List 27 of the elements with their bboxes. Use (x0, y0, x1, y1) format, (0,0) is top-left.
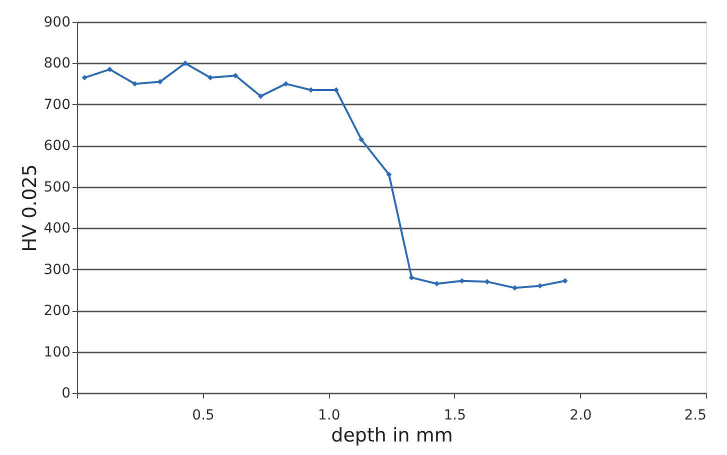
point (283, 81, 289, 87)
point (358, 136, 364, 142)
x-tick-label: 2.0 (570, 408, 592, 424)
point (258, 93, 264, 99)
x-tick-label: 2.5 (684, 408, 706, 424)
y-axis-title: HV 0.025 (18, 164, 41, 252)
y-tick-label: 0 (62, 386, 70, 402)
y-tick-label: 900 (44, 14, 70, 30)
point (182, 60, 188, 66)
x-axis-title: depth in mm (331, 424, 453, 446)
x-tick-label: 0.5 (192, 408, 214, 424)
point (82, 74, 88, 80)
y-tick-label: 500 (44, 179, 70, 196)
y-tick-label: 200 (44, 303, 70, 320)
y-tick-label: 300 (44, 262, 70, 278)
y-tick-label: 600 (44, 138, 70, 154)
point (537, 283, 543, 289)
point (106, 66, 112, 72)
y-tick-label: 800 (44, 56, 70, 72)
y-tick-label: 100 (44, 344, 70, 360)
x-tick-label: 1.5 (444, 408, 466, 424)
point (562, 278, 568, 284)
y-tick-label: 400 (44, 220, 70, 237)
y-tick-label: 700 (44, 96, 70, 113)
point (408, 274, 414, 280)
point (386, 172, 392, 178)
x-tick-label: 1.0 (318, 408, 340, 424)
